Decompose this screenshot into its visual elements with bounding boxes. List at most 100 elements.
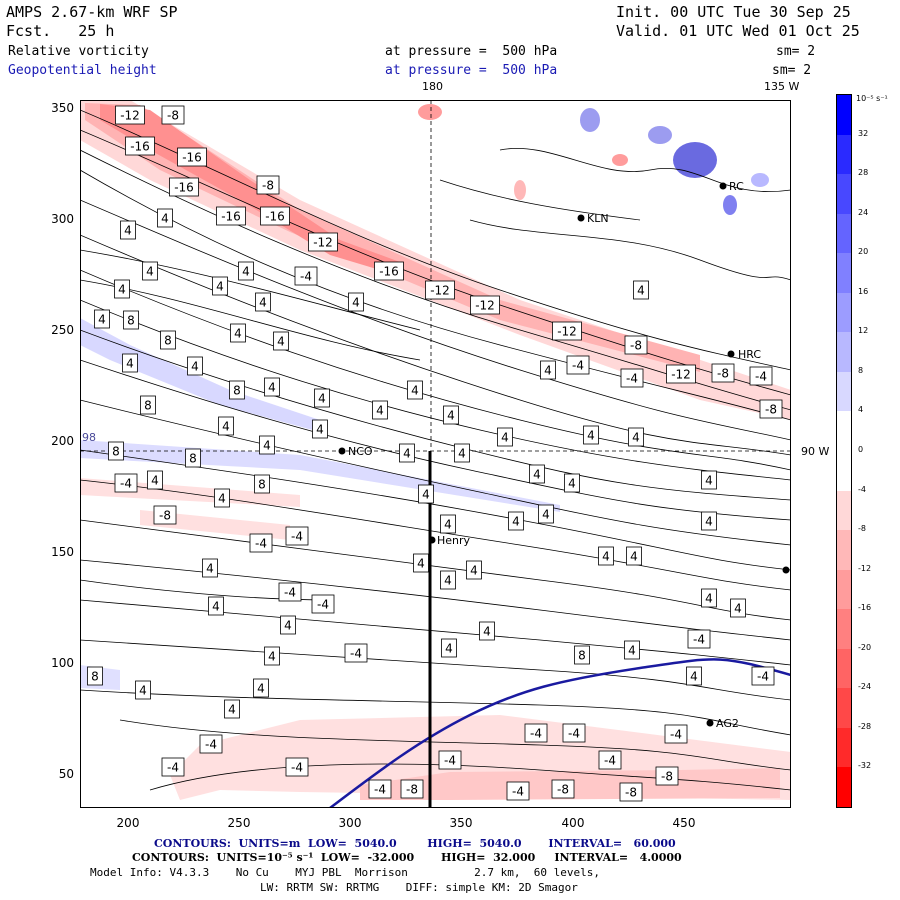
contour-label: -4	[664, 724, 688, 744]
contour-label: -4	[114, 473, 138, 493]
x-tick: 400	[561, 816, 585, 830]
contour-label: 4	[730, 598, 746, 618]
contour-label: -8	[655, 766, 679, 786]
contour-label: 4	[497, 427, 513, 447]
svg-text:4: 4	[445, 642, 453, 656]
svg-text:4: 4	[411, 384, 419, 398]
svg-text:8: 8	[112, 445, 120, 459]
svg-text:-8: -8	[406, 783, 418, 797]
station-marker-edge	[782, 566, 790, 574]
colorbar-segment	[837, 253, 851, 294]
contour-label: -8	[551, 779, 575, 799]
height-label-98: 98	[82, 431, 96, 444]
svg-text:-4: -4	[300, 270, 312, 284]
contour-label: 4	[583, 425, 599, 445]
station-marker-ag2	[706, 719, 714, 727]
colorbar-segment	[837, 371, 851, 412]
svg-text:-16: -16	[130, 140, 150, 154]
contour-label: 4	[701, 511, 717, 531]
svg-text:4: 4	[690, 670, 698, 684]
field-geopotential-height: Geopotential height	[8, 63, 157, 78]
contour-label: 4	[466, 560, 482, 580]
contour-label: 4	[399, 443, 415, 463]
contour-label: -4	[687, 629, 711, 649]
x-tick: 250	[227, 816, 251, 830]
contour-label: -4	[566, 355, 590, 375]
contour-label: 4	[273, 331, 289, 351]
svg-text:-16: -16	[265, 210, 285, 224]
contour-label: 8	[160, 330, 176, 350]
svg-text:-4: -4	[374, 783, 386, 797]
contour-label: -4	[506, 781, 530, 801]
valid-time: Valid. 01 UTC Wed 01 Oct 25	[616, 22, 860, 40]
svg-text:4: 4	[268, 650, 276, 664]
contour-label-layer: -12 -8 -16 -16 -16 -8 -16 -16 4 4 -12 4 4 -4 -16 4 4 -12 4…	[87, 105, 783, 802]
svg-text:4: 4	[222, 420, 230, 434]
contour-label: 4	[529, 464, 545, 484]
svg-text:4: 4	[206, 562, 214, 576]
contour-label: 8	[108, 441, 124, 461]
svg-text:-12: -12	[475, 299, 495, 313]
footer-contours-height: CONTOURS: UNITS=m LOW= 5040.0 HIGH= 5040…	[154, 837, 676, 850]
contour-label: 4	[407, 380, 423, 400]
svg-text:4: 4	[277, 335, 285, 349]
contour-label: 4	[624, 640, 640, 660]
svg-text:4: 4	[444, 518, 452, 532]
svg-text:4: 4	[318, 392, 326, 406]
svg-text:4: 4	[705, 592, 713, 606]
contour-label: 4	[454, 443, 470, 463]
svg-text:-12: -12	[671, 368, 691, 382]
svg-text:4: 4	[533, 468, 541, 482]
contour-label: 4	[253, 678, 269, 698]
svg-text:4: 4	[161, 212, 169, 226]
svg-text:-4: -4	[670, 728, 682, 742]
svg-text:-4: -4	[317, 598, 329, 612]
footer-contours-vorticity: CONTOURS: UNITS=10⁻⁵ s⁻¹ LOW= -32.000 HI…	[132, 851, 682, 864]
contour-label: -4	[598, 750, 622, 770]
svg-text:4: 4	[242, 265, 250, 279]
colorbar-tick-label: 28	[858, 168, 869, 178]
station-marker-rc	[719, 182, 727, 190]
svg-text:8: 8	[164, 334, 172, 348]
contour-label: 4	[314, 388, 330, 408]
forecast-hour: Fcst. 25 h	[6, 22, 115, 40]
svg-text:-8: -8	[630, 339, 642, 353]
contour-label: 4	[441, 638, 457, 658]
contour-label: 4	[372, 400, 388, 420]
contour-label: 4	[440, 570, 456, 590]
y-tick: 150	[51, 545, 74, 559]
init-time: Init. 00 UTC Tue 30 Sep 25	[616, 3, 851, 21]
colorbar-segment	[837, 174, 851, 215]
colorbar-segment	[837, 609, 851, 650]
svg-text:4: 4	[124, 224, 132, 238]
pressure-level-2: at pressure = 500 hPa	[385, 63, 558, 78]
contour-label: 8	[123, 310, 139, 330]
coastline	[329, 658, 791, 808]
contour-label: -16	[374, 261, 404, 281]
colorbar-segment	[837, 688, 851, 729]
contour-label: -16	[260, 206, 290, 226]
contour-label: 4	[122, 353, 138, 373]
svg-text:4: 4	[632, 431, 640, 445]
svg-text:-4: -4	[757, 670, 769, 684]
contour-label: 4	[628, 427, 644, 447]
contour-label: 4	[255, 292, 271, 312]
svg-text:4: 4	[316, 423, 324, 437]
svg-text:-4: -4	[255, 537, 267, 551]
y-tick: 100	[51, 656, 74, 670]
neg-vorticity-lower-2	[140, 510, 290, 540]
model-title: AMPS 2.67-km WRF SP	[6, 3, 178, 21]
contour-label: 4	[264, 646, 280, 666]
contour-label: 4	[538, 504, 554, 524]
lon-label-135w: 135 W	[764, 80, 800, 93]
contour-label: -8	[711, 363, 735, 383]
svg-text:4: 4	[444, 574, 452, 588]
contour-label: 4	[264, 377, 280, 397]
contour-label: -4	[344, 643, 368, 663]
svg-text:4: 4	[512, 515, 520, 529]
svg-text:-4: -4	[120, 477, 132, 491]
contour-label: -4	[620, 368, 644, 388]
x-tick: 450	[672, 816, 696, 830]
y-tick: 300	[51, 212, 74, 226]
